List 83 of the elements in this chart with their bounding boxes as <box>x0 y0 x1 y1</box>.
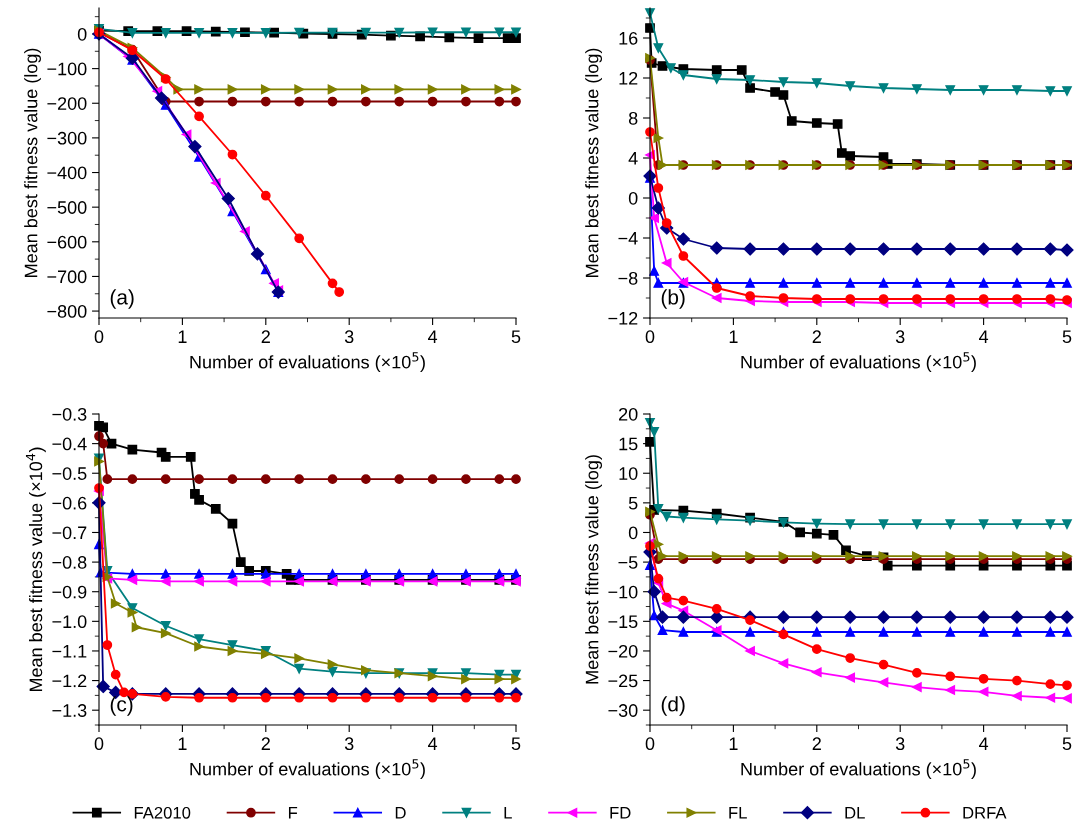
y-tick-label: −25 <box>608 674 638 688</box>
x-tick-label: 2 <box>261 737 270 750</box>
y-tick-label: 20 <box>619 407 638 421</box>
x-tick-label: 3 <box>344 330 354 344</box>
x-tick-label: 2 <box>812 737 821 750</box>
x-tick-label: 0 <box>645 330 655 344</box>
x-tick-label: 1 <box>729 737 738 750</box>
y-tick-label: −800 <box>47 305 87 318</box>
y-tick-label: −500 <box>47 201 87 214</box>
x-tick-label: 4 <box>978 330 989 343</box>
x-tick-label: 0 <box>645 737 655 751</box>
y-tick-label: −15 <box>608 615 638 629</box>
y-tick-label: −0.5 <box>52 467 87 480</box>
x-axis-title: Number of evaluations (×10$^{5}$) <box>741 352 976 373</box>
y-tick-label: −0.9 <box>52 585 87 599</box>
annotation: (d) <box>661 696 685 716</box>
y-axis-title: Mean best fitness value (log) <box>585 48 603 277</box>
x-tick-label: 1 <box>178 330 187 343</box>
y-tick-label: −10 <box>608 585 638 599</box>
legend-label: FL <box>729 807 747 819</box>
y-tick-label: 0 <box>77 27 87 41</box>
y-tick-label: −400 <box>47 166 87 180</box>
legend-label: L <box>504 807 512 819</box>
x-tick-label: 5 <box>511 330 521 344</box>
y-tick-label: −30 <box>608 704 638 717</box>
legend-label: DL <box>845 807 865 819</box>
y-tick-label: −1.3 <box>52 704 87 717</box>
y-tick-label: −600 <box>47 235 87 249</box>
x-tick-label: 1 <box>729 330 738 343</box>
y-tick-label: 16 <box>619 31 638 45</box>
x-tick-label: 0 <box>94 737 104 751</box>
y-tick-label: −8 <box>618 271 638 285</box>
legend-label: D <box>395 807 406 819</box>
y-tick-label: −200 <box>47 97 87 110</box>
y-tick-label: −0.8 <box>52 556 87 569</box>
x-tick-label: 2 <box>812 330 821 343</box>
x-axis-title: Number of evaluations (×10$^{5}$) <box>190 759 425 780</box>
y-tick-label: −5 <box>618 556 638 569</box>
x-tick-label: 3 <box>895 330 905 344</box>
y-tick-label: 12 <box>619 71 638 85</box>
annotation: (a) <box>110 289 134 309</box>
annotation: (c) <box>110 696 133 716</box>
y-tick-label: −12 <box>608 311 638 325</box>
x-axis-title: Number of evaluations (×10$^{5}$) <box>190 352 425 373</box>
y-tick-label: 8 <box>628 111 638 125</box>
y-tick-label: 4 <box>628 152 638 165</box>
x-tick-label: 3 <box>895 737 905 751</box>
y-tick-label: 0 <box>628 526 638 540</box>
y-tick-label: −20 <box>608 644 638 658</box>
y-tick-label: −0.3 <box>52 407 87 421</box>
legend-label: DRFA <box>963 807 1007 819</box>
x-tick-label: 1 <box>178 737 187 750</box>
y-tick-label: 15 <box>619 437 638 451</box>
x-tick-label: 4 <box>427 737 438 750</box>
y-tick-label: −0.7 <box>52 526 87 540</box>
y-tick-label: 0 <box>628 191 638 205</box>
legend-label: F <box>288 807 298 819</box>
x-axis-title: Number of evaluations (×10$^{5}$) <box>741 759 976 780</box>
y-tick-label: −300 <box>47 131 87 145</box>
annotation: (b) <box>661 289 685 309</box>
x-tick-label: 0 <box>94 330 104 344</box>
x-tick-label: 5 <box>511 737 521 751</box>
y-tick-label: −100 <box>47 62 87 76</box>
y-tick-label: −1.0 <box>52 615 87 629</box>
y-tick-label: −0.6 <box>52 496 87 510</box>
x-tick-label: 5 <box>1062 330 1072 344</box>
legend-label: FD <box>610 807 631 819</box>
x-tick-label: 2 <box>261 330 270 343</box>
x-tick-label: 4 <box>978 737 989 750</box>
y-axis-title: Mean best fitness value (log) <box>585 455 603 684</box>
y-tick-label: 10 <box>619 467 638 480</box>
y-tick-label: −1.2 <box>52 674 87 688</box>
x-tick-label: 3 <box>344 737 354 751</box>
y-axis-title: Mean best fitness value (×10$^{4}$) <box>25 447 46 692</box>
x-tick-label: 4 <box>427 330 438 343</box>
y-tick-label: −700 <box>47 270 87 284</box>
y-tick-label: −4 <box>618 232 638 245</box>
legend-label: FA2010 <box>134 806 191 819</box>
y-tick-label: −0.4 <box>52 437 87 451</box>
y-tick-label: −1.1 <box>52 645 87 658</box>
y-tick-label: 5 <box>628 496 638 510</box>
x-tick-label: 5 <box>1062 737 1072 751</box>
y-axis-title: Mean best fitness value (log) <box>24 48 41 277</box>
